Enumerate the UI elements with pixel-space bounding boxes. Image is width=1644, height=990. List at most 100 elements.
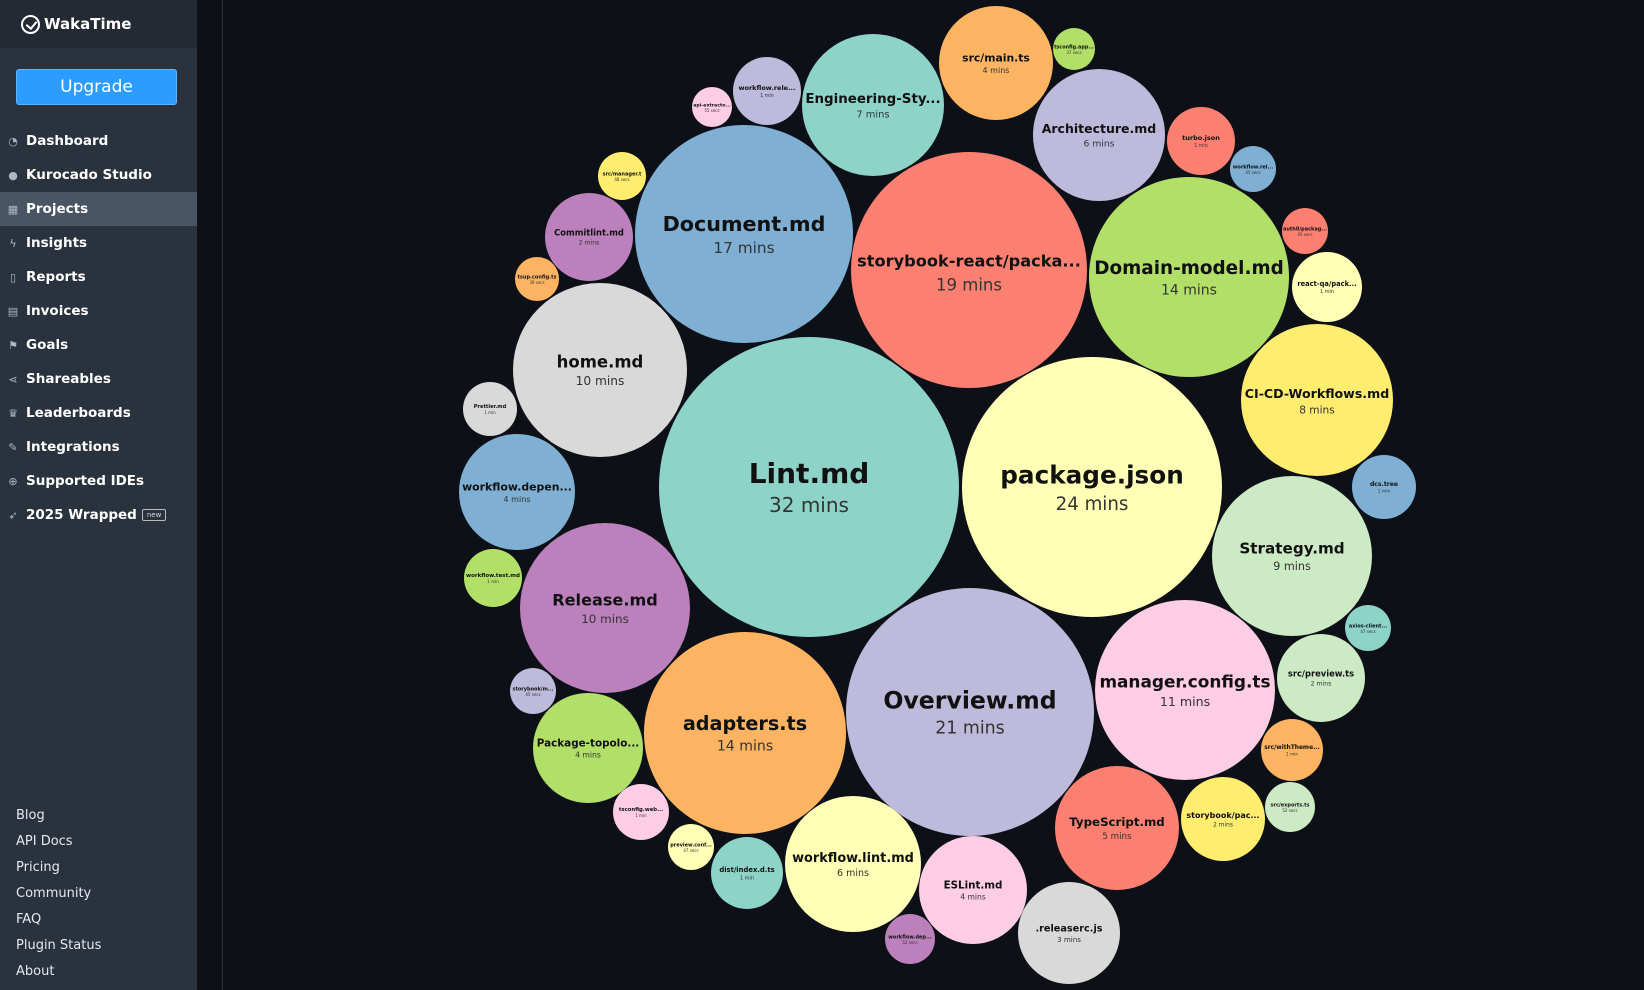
bubble-circle[interactable] [1033, 69, 1165, 201]
file-bubble-src-main-ts[interactable]: src/main.ts 4 mins [939, 6, 1053, 120]
nav-item-shareables[interactable]: ⋖ Shareables [0, 362, 197, 396]
file-bubble-typescript-md[interactable]: TypeScript.md 5 mins [1055, 766, 1179, 890]
bubble-circle[interactable] [711, 837, 783, 909]
bubble-circle[interactable] [459, 434, 575, 550]
file-bubble-prettier-md[interactable]: Prettier.md1 min [463, 382, 517, 436]
nav-item-leaderboards[interactable]: ♛ Leaderboards [0, 396, 197, 430]
bubble-circle[interactable] [659, 337, 959, 637]
file-bubble-workflow-test-md[interactable]: workflow.test.md1 min [464, 549, 522, 607]
file-bubble-src-preview-ts[interactable]: src/preview.ts 2 mins [1277, 634, 1365, 722]
file-bubble-storybook-react-packa[interactable]: storybook-react/packa... 19 mins [851, 152, 1087, 388]
file-bubble-adapters-ts[interactable]: adapters.ts 14 mins [644, 632, 846, 834]
file-bubble-react-qa-pack[interactable]: react-qa/pack...1 min [1292, 252, 1362, 322]
file-bubble-dist-index-d-ts[interactable]: dist/index.d.ts1 min [711, 837, 783, 909]
file-bubble-src-withtheme[interactable]: src/withTheme...1 min [1261, 719, 1323, 781]
file-bubble-engineering-sty[interactable]: Engineering-Sty... 7 mins [802, 34, 944, 176]
bubble-circle[interactable] [545, 193, 633, 281]
footer-link-api-docs[interactable]: API Docs [16, 833, 73, 849]
bubble-circle[interactable] [802, 34, 944, 176]
file-bubble-package-topolo[interactable]: Package-topolo... 4 mins [533, 693, 643, 803]
file-bubble-ci-cd-workflows-md[interactable]: CI-CD-Workflows.md 8 mins [1241, 324, 1393, 476]
bubble-circle[interactable] [533, 693, 643, 803]
bubble-circle[interactable] [1230, 146, 1276, 192]
nav-item-kurocado-studio[interactable]: ● Kurocado Studio [0, 158, 197, 192]
nav-item-insights[interactable]: ϟ Insights [0, 226, 197, 260]
bubble-circle[interactable] [1265, 782, 1315, 832]
file-bubble-home-md[interactable]: home.md 10 mins [513, 283, 687, 457]
file-bubble-preview-conf[interactable]: preview.conf...47 secs [668, 824, 714, 870]
file-bubble-tsconfig-app[interactable]: tsconfig.app...37 secs [1053, 28, 1095, 70]
footer-link-about[interactable]: About [16, 963, 55, 979]
bubble-circle[interactable] [598, 152, 646, 200]
file-bubble-overview-md[interactable]: Overview.md 21 mins [846, 588, 1094, 836]
bubble-circle[interactable] [644, 632, 846, 834]
bubble-circle[interactable] [1181, 777, 1265, 861]
bubble-circle[interactable] [464, 549, 522, 607]
nav-item-reports[interactable]: ▯ Reports [0, 260, 197, 294]
bubble-circle[interactable] [962, 357, 1222, 617]
file-bubble-workflow-rel[interactable]: workflow.rel...45 secs [1230, 146, 1276, 192]
brand-logo-link[interactable]: WakaTime [0, 0, 197, 48]
bubble-circle[interactable] [1352, 455, 1416, 519]
bubble-circle[interactable] [692, 87, 732, 127]
file-bubble-architecture-md[interactable]: Architecture.md 6 mins [1033, 69, 1165, 201]
footer-link-blog[interactable]: Blog [16, 807, 45, 823]
file-bubble-document-md[interactable]: Document.md 17 mins [635, 125, 853, 343]
bubble-circle[interactable] [1345, 605, 1391, 651]
file-bubble-package-json[interactable]: package.json 24 mins [962, 357, 1222, 617]
upgrade-button[interactable]: Upgrade [16, 69, 177, 105]
bubble-circle[interactable] [1018, 882, 1120, 984]
nav-item-2025-wrapped[interactable]: ➶ 2025 Wrapped new [0, 498, 197, 532]
bubble-circle[interactable] [463, 382, 517, 436]
file-bubble-workflow-lint-md[interactable]: workflow.lint.md 6 mins [785, 796, 921, 932]
bubble-circle[interactable] [1277, 634, 1365, 722]
nav-item-supported-ides[interactable]: ⊕ Supported IDEs [0, 464, 197, 498]
bubble-circle[interactable] [1055, 766, 1179, 890]
file-bubble-src-manager-t[interactable]: src/manager.t48 secs [598, 152, 646, 200]
bubble-circle[interactable] [513, 283, 687, 457]
file-bubble-storybook-m[interactable]: storybook/m...45 secs [510, 668, 556, 714]
file-bubble-manager-config-ts[interactable]: manager.config.ts 11 mins [1095, 600, 1275, 780]
bubble-circle[interactable] [1053, 28, 1095, 70]
bubble-circle[interactable] [919, 836, 1027, 944]
bubble-circle[interactable] [1282, 208, 1328, 254]
bubble-circle[interactable] [733, 57, 801, 125]
bubble-circle[interactable] [613, 784, 669, 840]
file-bubble-releaserc-js[interactable]: .releaserc.js3 mins [1018, 882, 1120, 984]
bubble-circle[interactable] [515, 257, 559, 301]
nav-item-invoices[interactable]: ▤ Invoices [0, 294, 197, 328]
file-bubble-storybook-pac[interactable]: storybook/pac... 2 mins [1181, 777, 1265, 861]
file-bubble-axios-client[interactable]: axios-client...47 secs [1345, 605, 1391, 651]
footer-link-plugin-status[interactable]: Plugin Status [16, 937, 102, 953]
footer-link-faq[interactable]: FAQ [16, 911, 42, 927]
nav-item-dashboard[interactable]: ◔ Dashboard [0, 124, 197, 158]
file-bubble-strategy-md[interactable]: Strategy.md 9 mins [1212, 476, 1372, 636]
file-bubble-workflow-dep[interactable]: workflow.dep...52 secs [885, 914, 935, 964]
footer-link-pricing[interactable]: Pricing [16, 859, 60, 875]
file-bubble-workflow-depen[interactable]: workflow.depen...4 mins [459, 434, 575, 550]
bubble-circle[interactable] [510, 668, 556, 714]
bubble-circle[interactable] [846, 588, 1094, 836]
bubble-circle[interactable] [1089, 177, 1289, 377]
file-bubble-lint-md[interactable]: Lint.md 32 mins [659, 337, 959, 637]
nav-item-projects[interactable]: ▦ Projects [0, 192, 197, 226]
file-bubble-tsconfig-web[interactable]: tsconfig.web...1 min [613, 784, 669, 840]
file-bubble-api-extracto[interactable]: api-extracto...55 secs [692, 87, 732, 127]
file-bubble-release-md[interactable]: Release.md 10 mins [520, 523, 690, 693]
file-bubble-workflow-rele[interactable]: workflow.rele...1 min [733, 57, 801, 125]
bubble-circle[interactable] [1212, 476, 1372, 636]
file-bubble-domain-model-md[interactable]: Domain-model.md 14 mins [1089, 177, 1289, 377]
bubble-circle[interactable] [520, 523, 690, 693]
file-bubble-eslint-md[interactable]: ESLint.md4 mins [919, 836, 1027, 944]
bubble-circle[interactable] [668, 824, 714, 870]
bubble-circle[interactable] [635, 125, 853, 343]
footer-link-community[interactable]: Community [16, 885, 92, 901]
bubble-circle[interactable] [939, 6, 1053, 120]
bubble-circle[interactable] [1095, 600, 1275, 780]
file-bubble-commitlint-md[interactable]: Commitlint.md 2 mins [545, 193, 633, 281]
bubble-circle[interactable] [1167, 107, 1235, 175]
bubble-circle[interactable] [1292, 252, 1362, 322]
